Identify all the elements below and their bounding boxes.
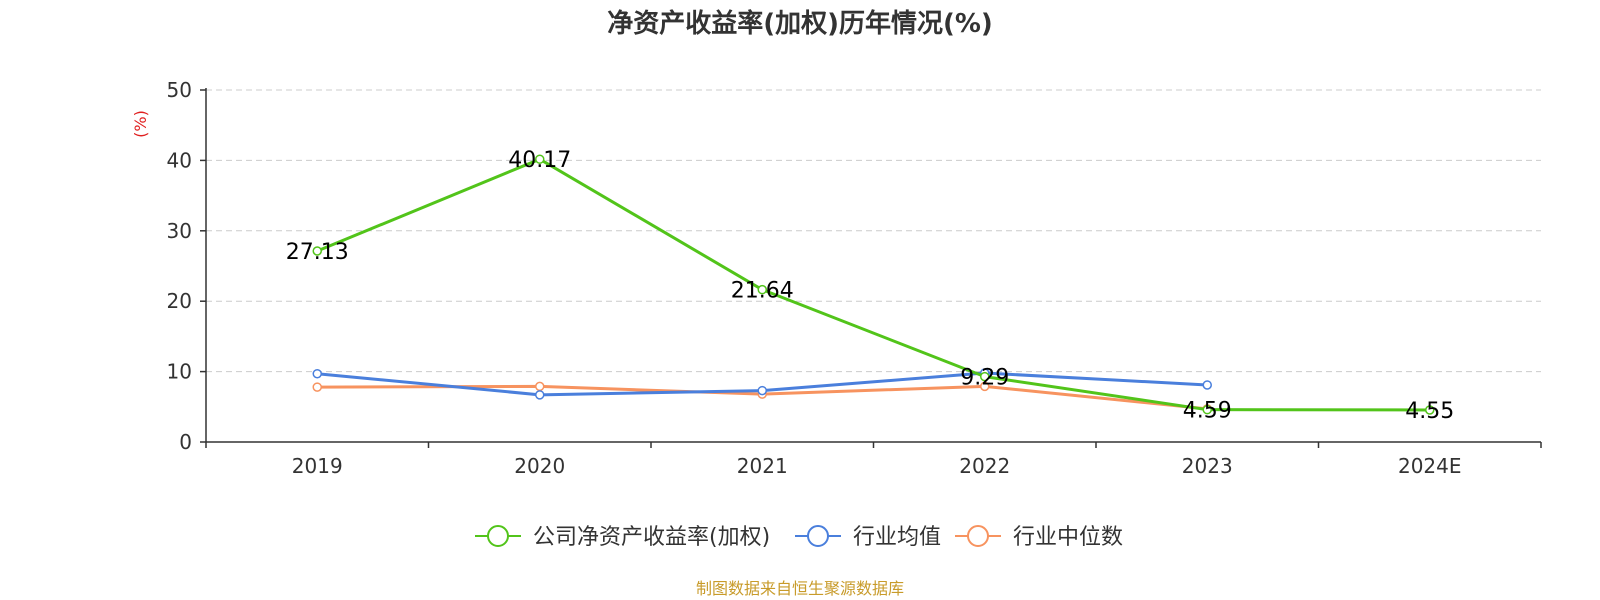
legend-item-0[interactable]: 公司净资产收益率(加权) (475, 525, 770, 550)
data-point (535, 381, 545, 392)
grid-lines (206, 89, 1541, 373)
chart-title: 净资产收益率(加权)历年情况(%) (607, 9, 993, 39)
data-point (312, 382, 322, 392)
legend-label: 公司净资产收益率(加权) (533, 525, 770, 550)
data-point (312, 368, 322, 379)
x-tick-label: 2023 (1182, 454, 1233, 478)
series-lines (312, 154, 1435, 415)
data-point (980, 371, 990, 382)
data-label: 9.29 (960, 366, 1009, 391)
legend[interactable]: 公司净资产收益率(加权) 行业均值 行业中位数 (475, 525, 1123, 550)
data-point (1202, 404, 1212, 415)
axes: 0 10 20 30 40 50 2019 2020 2021 2022 2023 2024E (167, 78, 1542, 478)
y-tick-label: 0 (179, 430, 192, 454)
x-tick-label: 2019 (292, 454, 343, 478)
data-label: 4.59 (1183, 399, 1232, 424)
legend-marker-icon (807, 525, 829, 547)
legend-item-2[interactable]: 行业中位数 (955, 525, 1123, 550)
y-axis-label: (%) (131, 110, 150, 138)
y-tick-label: 20 (167, 289, 192, 313)
data-label: 21.64 (731, 279, 794, 304)
x-tick-label: 2020 (514, 454, 565, 478)
series-line-0 (316, 157, 1430, 412)
data-point (757, 385, 767, 396)
data-point (757, 284, 767, 295)
data-label: 27.13 (286, 240, 349, 265)
data-labels: 27.13 40.17 21.64 9.29 4.59 4.55 (286, 148, 1454, 424)
data-label: 40.17 (508, 148, 571, 173)
y-tick-label: 10 (167, 360, 192, 384)
y-tick-label: 50 (167, 78, 192, 102)
x-tick-label: 2024E (1398, 454, 1462, 478)
data-point (535, 390, 545, 400)
legend-label: 行业均值 (853, 525, 941, 550)
x-tick-label: 2021 (737, 454, 788, 478)
legend-marker-icon (967, 525, 989, 547)
y-tick-label: 40 (167, 148, 192, 172)
y-tick-label: 30 (167, 219, 192, 243)
data-point (312, 246, 322, 256)
data-label: 4.55 (1405, 399, 1454, 424)
data-point (1425, 405, 1435, 415)
data-point (1202, 380, 1212, 390)
data-point (535, 154, 545, 164)
data-point (980, 381, 990, 392)
source-note: 制图数据来自恒生聚源数据库 (695, 579, 904, 598)
x-tick-label: 2022 (959, 454, 1010, 478)
legend-label: 行业中位数 (1013, 525, 1123, 550)
legend-marker-icon (487, 525, 509, 547)
legend-item-1[interactable]: 行业均值 (795, 525, 941, 550)
